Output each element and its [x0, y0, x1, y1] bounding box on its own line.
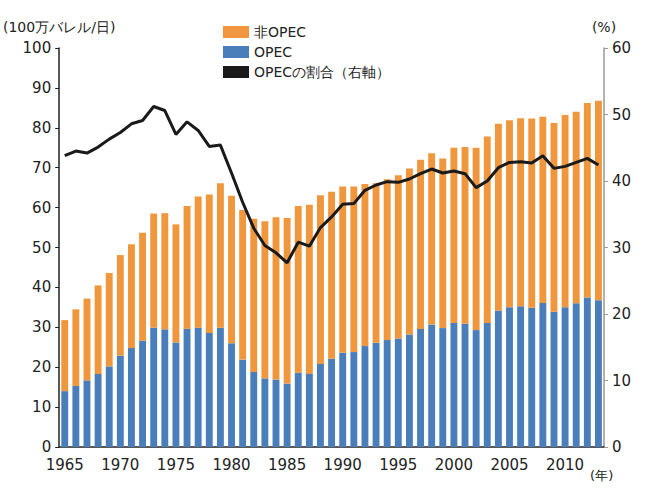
svg-text:60: 60 [32, 199, 51, 217]
svg-text:20: 20 [612, 305, 631, 323]
svg-text:100: 100 [23, 39, 52, 57]
svg-text:30: 30 [32, 318, 51, 336]
svg-text:2000: 2000 [435, 456, 473, 474]
svg-text:OPEC: OPEC [254, 44, 292, 60]
svg-text:非OPEC: 非OPEC [254, 24, 306, 40]
svg-text:80: 80 [32, 119, 51, 137]
svg-text:40: 40 [612, 172, 631, 190]
svg-text:10: 10 [32, 398, 51, 416]
svg-text:2010: 2010 [546, 456, 584, 474]
svg-text:10: 10 [612, 372, 631, 390]
svg-text:30: 30 [612, 239, 631, 257]
svg-text:(年): (年) [590, 468, 613, 483]
svg-text:1995: 1995 [379, 456, 417, 474]
svg-text:(100万バレル/日): (100万バレル/日) [3, 19, 115, 35]
svg-text:40: 40 [32, 278, 51, 296]
svg-text:1965: 1965 [46, 456, 84, 474]
svg-text:(%): (%) [592, 19, 616, 35]
svg-text:0: 0 [42, 438, 52, 456]
svg-text:1975: 1975 [157, 456, 195, 474]
svg-text:1970: 1970 [101, 456, 139, 474]
svg-text:90: 90 [32, 79, 51, 97]
svg-text:70: 70 [32, 159, 51, 177]
svg-text:OPECの割合（右軸）: OPECの割合（右軸） [254, 64, 390, 80]
svg-text:1985: 1985 [268, 456, 306, 474]
svg-text:20: 20 [32, 358, 51, 376]
svg-text:50: 50 [612, 106, 631, 124]
svg-text:2005: 2005 [490, 456, 528, 474]
svg-text:1990: 1990 [324, 456, 362, 474]
svg-text:0: 0 [612, 438, 622, 456]
svg-text:50: 50 [32, 239, 51, 257]
svg-text:60: 60 [612, 39, 631, 57]
svg-text:1980: 1980 [212, 456, 250, 474]
